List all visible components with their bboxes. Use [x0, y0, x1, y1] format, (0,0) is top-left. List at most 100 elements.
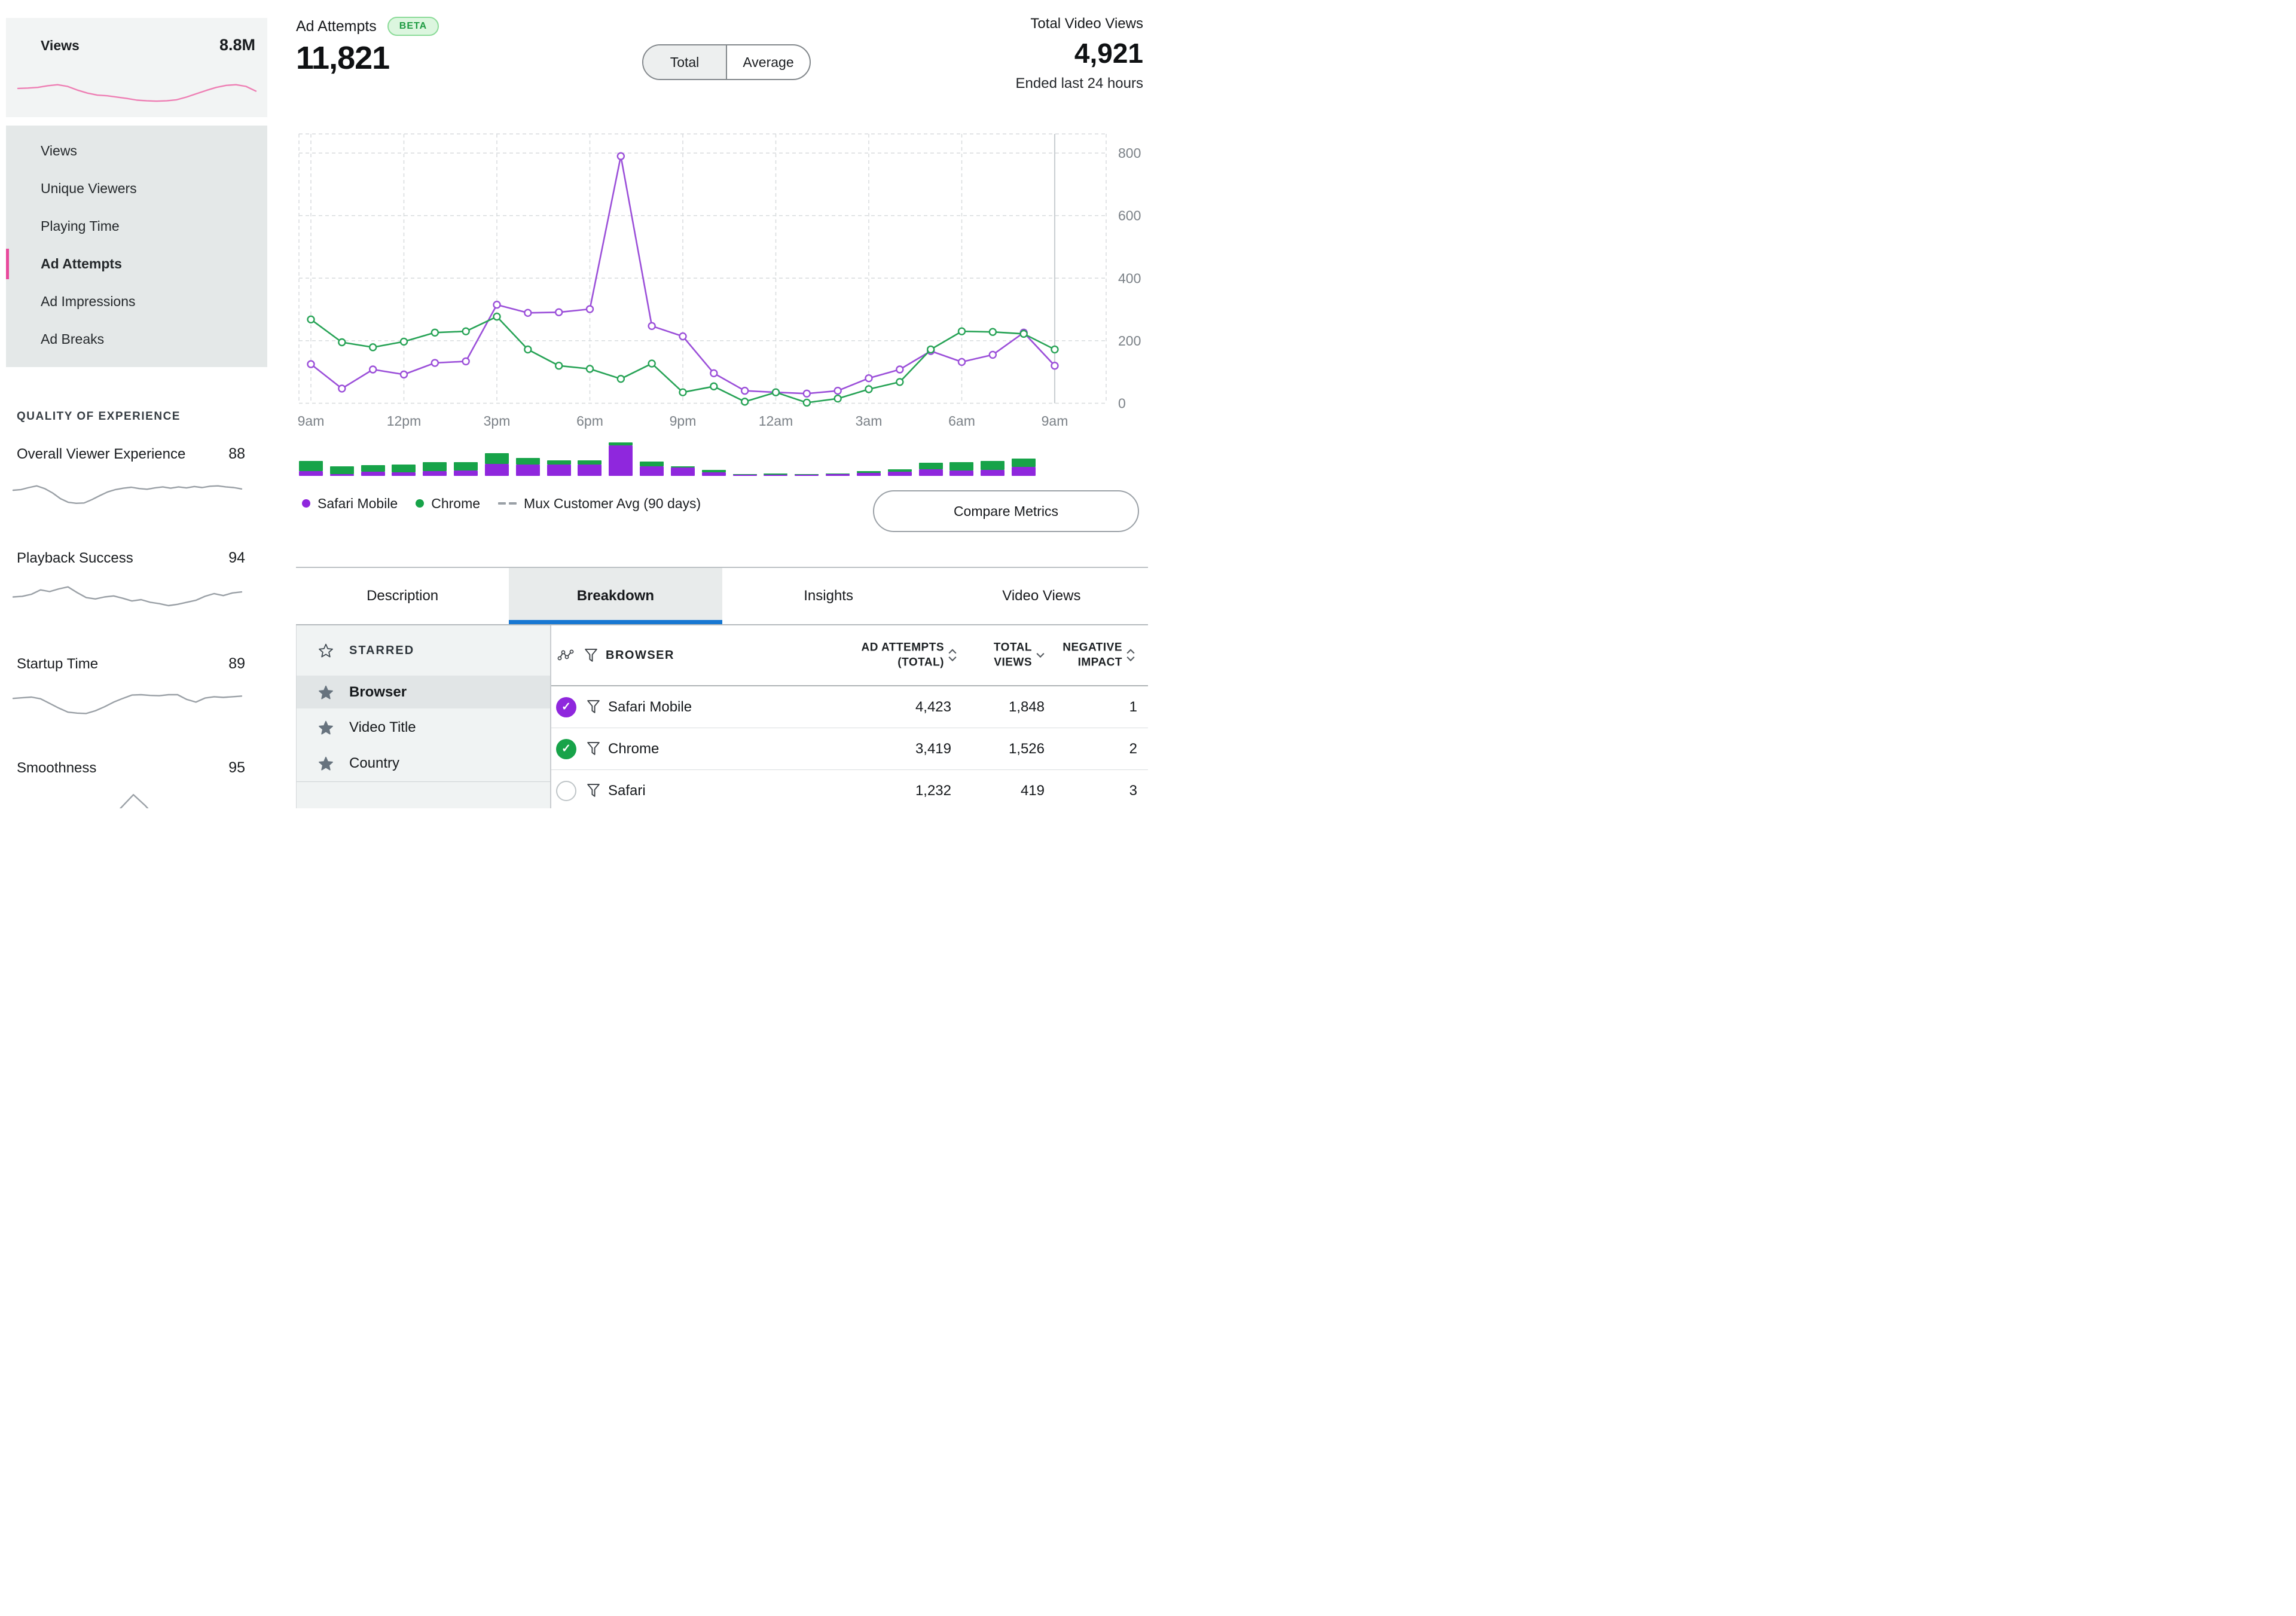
legend-label: Mux Customer Avg (90 days) [524, 496, 701, 512]
tab-breakdown[interactable]: Breakdown [509, 568, 722, 624]
sidebar-item-unique-viewers[interactable]: Unique Viewers [6, 170, 267, 207]
star-filled-icon[interactable] [318, 685, 334, 700]
sort-caret-down-icon[interactable] [1126, 656, 1135, 662]
qoe-label: Playback Success [17, 550, 133, 567]
legend-item[interactable]: Chrome [416, 496, 480, 512]
legend-item[interactable]: Safari Mobile [302, 496, 398, 512]
selected-check-icon[interactable]: ✓ [556, 739, 576, 759]
svg-text:12pm: 12pm [387, 413, 422, 429]
qoe-item-overall-viewer-experience[interactable]: Overall Viewer Experience 88 [0, 445, 267, 463]
detail-tabs: DescriptionBreakdownInsightsVideo Views [296, 567, 1148, 625]
sidebar-item-playing-time[interactable]: Playing Time [6, 207, 267, 245]
total-video-views-value: 4,921 [1016, 37, 1143, 69]
table-row-chrome[interactable]: ✓Chrome3,4191,5262 [551, 728, 1148, 770]
dimension-item-browser[interactable]: Browser [297, 676, 550, 708]
dimension-label: Browser [349, 684, 407, 701]
dimension-item-country[interactable]: Country [297, 746, 550, 780]
cell-value: 419 [1021, 783, 1045, 799]
dimension-panel: STARRED Browser Video Title Country [296, 625, 551, 808]
column-header-total[interactable]: TOTALVIEWS [994, 640, 1045, 670]
qoe-sparkline [12, 472, 243, 509]
row-label: Safari Mobile [608, 699, 692, 716]
legend-item[interactable]: Mux Customer Avg (90 days) [498, 496, 701, 512]
legend-dot-icon [302, 499, 310, 508]
total-video-views-label: Total Video Views [1016, 16, 1143, 32]
sort-caret-down-icon[interactable] [948, 656, 957, 662]
cell-value: 1,526 [1009, 741, 1045, 757]
tab-description[interactable]: Description [296, 568, 509, 624]
sidebar-item-ad-attempts[interactable]: Ad Attempts [6, 245, 267, 283]
table-row-safari-mobile[interactable]: ✓Safari Mobile4,4231,8481 [551, 686, 1148, 728]
analytics-dashboard: Views 8.8M ViewsUnique ViewersPlaying Ti… [0, 0, 1148, 808]
star-filled-icon[interactable] [318, 756, 334, 771]
trend-metric-icon[interactable] [557, 649, 574, 662]
qoe-label: Startup Time [17, 656, 98, 673]
total-average-toggle[interactable]: TotalAverage [642, 44, 811, 80]
qoe-item-startup-time[interactable]: Startup Time89 [0, 655, 267, 673]
star-outline-icon[interactable] [318, 643, 334, 658]
hourly-stacked-bar-strip[interactable] [296, 441, 1145, 476]
column-header-browser[interactable]: BROWSER [606, 649, 674, 662]
svg-text:12am: 12am [759, 413, 793, 429]
sidebar-item-views[interactable]: Views [6, 132, 267, 170]
total-video-views-subtitle: Ended last 24 hours [1016, 75, 1143, 92]
breakdown-table: BROWSER AD ATTEMPTS(TOTAL) TOTALVIEWS NEGAT… [551, 625, 1148, 808]
qoe-item-playback-success[interactable]: Playback Success94 [0, 549, 267, 567]
svg-text:800: 800 [1118, 145, 1141, 161]
sort-caret-down-icon[interactable] [1036, 653, 1045, 658]
filter-icon[interactable] [587, 742, 600, 756]
views-summary-value: 8.8M [219, 36, 255, 54]
dimension-label: Country [349, 755, 399, 772]
sidebar-item-ad-impressions[interactable]: Ad Impressions [6, 283, 267, 320]
legend-label: Safari Mobile [317, 496, 398, 512]
qoe-sparkline [12, 682, 243, 719]
column-header-ad-attempts[interactable]: AD ATTEMPTS(TOTAL) [862, 640, 957, 670]
cell-value: 1 [1129, 699, 1137, 716]
sort-caret-up-icon[interactable] [948, 649, 957, 655]
qoe-score: 88 [228, 445, 245, 463]
svg-text:9am: 9am [298, 413, 325, 429]
breakdown-table-header: BROWSER AD ATTEMPTS(TOTAL) TOTALVIEWS NEGAT… [551, 625, 1148, 686]
cell-value: 1,848 [1009, 699, 1045, 716]
svg-text:3am: 3am [856, 413, 883, 429]
starred-header-label: STARRED [349, 644, 414, 658]
selected-check-icon[interactable]: ✓ [556, 697, 576, 717]
sidebar-item-ad-breaks[interactable]: Ad Breaks [6, 320, 267, 358]
toggle-option-average[interactable]: Average [727, 45, 810, 79]
qoe-label: Smoothness [17, 760, 96, 777]
star-filled-icon[interactable] [318, 720, 334, 735]
column-header-negative[interactable]: NEGATIVEIMPACT [1062, 640, 1135, 670]
ad-attempts-line-chart[interactable]: 80060040020009am12pm3pm6pm9pm12am3am6am9… [296, 129, 1145, 430]
qoe-label: Overall Viewer Experience [17, 446, 185, 463]
filter-icon[interactable] [585, 649, 597, 662]
qoe-item-smoothness[interactable]: Smoothness95 [0, 759, 267, 777]
cell-value: 3 [1129, 783, 1137, 799]
svg-text:0: 0 [1118, 396, 1126, 411]
tab-insights[interactable]: Insights [722, 568, 935, 624]
cell-value: 2 [1129, 741, 1137, 757]
filter-icon[interactable] [587, 784, 600, 798]
toggle-option-total[interactable]: Total [643, 45, 727, 79]
starred-header-row[interactable]: STARRED [297, 625, 550, 676]
tab-video-views[interactable]: Video Views [935, 568, 1148, 624]
qoe-sparkline [12, 576, 243, 613]
unselected-circle-icon[interactable] [556, 781, 576, 801]
metrics-menu: ViewsUnique ViewersPlaying TimeAd Attemp… [6, 126, 267, 367]
sort-caret-up-icon[interactable] [1126, 649, 1135, 655]
sort-carets[interactable] [1126, 649, 1135, 662]
qoe-sparkline [12, 786, 243, 808]
table-row-safari[interactable]: Safari1,2324193 [551, 770, 1148, 808]
sort-carets[interactable] [1036, 653, 1045, 658]
svg-text:400: 400 [1118, 270, 1141, 286]
dimension-label: Video Title [349, 719, 416, 736]
dimension-item-video-title[interactable]: Video Title [297, 708, 550, 746]
metric-value: 11,821 [296, 39, 389, 77]
legend-label: Chrome [431, 496, 480, 512]
row-label: Safari [608, 783, 646, 799]
qoe-heading: QUALITY OF EXPERIENCE [17, 410, 181, 423]
sort-carets[interactable] [948, 649, 957, 662]
filter-icon[interactable] [587, 700, 600, 714]
views-summary-card[interactable]: Views 8.8M [6, 18, 267, 117]
compare-metrics-button[interactable]: Compare Metrics [873, 490, 1139, 532]
total-video-views-block: Total Video Views 4,921 Ended last 24 ho… [1016, 16, 1143, 92]
